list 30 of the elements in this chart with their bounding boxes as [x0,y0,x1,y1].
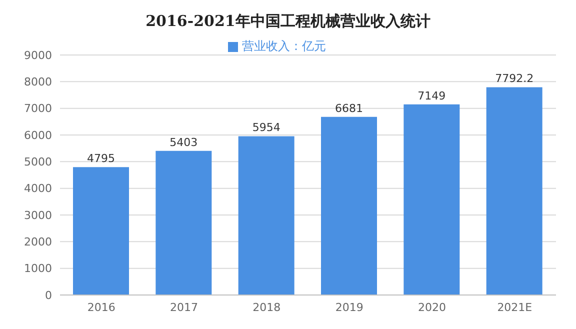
y-tick-label: 6000 [24,128,52,142]
legend-label: 营业收入：亿元 [242,39,326,53]
x-tick-label: 2021E [497,300,532,314]
x-tick-label: 2019 [335,300,364,314]
y-tick-label: 9000 [24,48,52,62]
bar [238,136,294,295]
x-tick-label: 2017 [170,300,198,314]
y-tick-label: 1000 [24,262,52,276]
y-tick-label: 8000 [24,76,52,89]
data-label: 5403 [170,136,198,149]
x-tick-label: 2020 [418,300,446,314]
data-label: 5954 [252,121,280,134]
bar [156,150,212,295]
bar [404,104,460,295]
chart-title: 2016-2021年中国工程机械营业收入统计 [144,11,432,32]
x-tick-label: 2016 [87,300,116,314]
bar [73,167,129,295]
y-tick-label: 4000 [24,182,52,196]
y-tick-label: 7000 [24,102,52,116]
x-tick-label: 2018 [252,300,281,314]
data-label: 6681 [335,102,363,115]
bar [321,116,377,295]
y-tick-label: 0 [45,288,52,302]
y-tick-label: 5000 [24,156,52,169]
y-tick-label: 3000 [24,208,52,222]
bar [486,87,542,295]
data-label: 7149 [418,89,446,102]
y-tick-label: 2000 [24,236,52,249]
data-label: 7792.2 [495,72,534,86]
data-label: 4795 [87,152,115,166]
